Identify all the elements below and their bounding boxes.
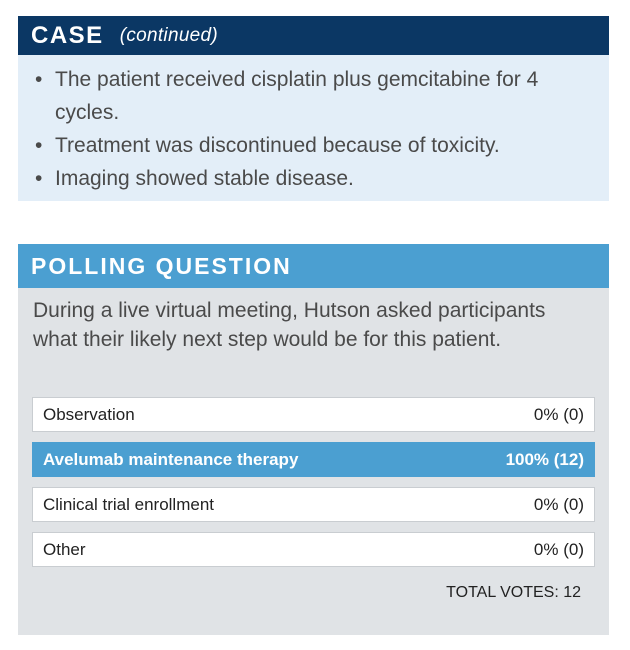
- poll-option-avelumab[interactable]: Avelumab maintenance therapy 100% (12): [32, 442, 595, 477]
- poll-option-result: 0% (0): [533, 494, 584, 514]
- case-panel: CASE (continued) • The patient received …: [18, 16, 609, 201]
- poll-option-other[interactable]: Other 0% (0): [32, 532, 595, 567]
- poll-option-result: 0% (0): [533, 539, 584, 559]
- poll-option-label: Clinical trial enrollment: [43, 494, 215, 514]
- polling-title: POLLING QUESTION: [31, 252, 292, 279]
- polling-header: POLLING QUESTION: [18, 244, 609, 288]
- case-bullet-item: • Imaging showed stable disease.: [33, 162, 615, 195]
- case-subtitle: (continued): [119, 24, 219, 46]
- poll-options: Observation 0% (0) Avelumab maintenance …: [32, 397, 595, 577]
- poll-option-clinical-trial[interactable]: Clinical trial enrollment 0% (0): [32, 487, 595, 522]
- poll-option-label: Observation: [43, 404, 135, 424]
- bullet-icon: •: [35, 167, 43, 190]
- case-bullet-list: • The patient received cisplatin plus ge…: [18, 55, 609, 195]
- polling-panel: POLLING QUESTION During a live virtual m…: [18, 244, 609, 635]
- bullet-icon: •: [35, 134, 43, 157]
- poll-option-result: 100% (12): [505, 449, 584, 469]
- poll-option-label: Avelumab maintenance therapy: [43, 449, 299, 469]
- case-bullet-text: Treatment was discontinued because of to…: [55, 134, 500, 157]
- poll-option-label: Other: [43, 539, 86, 559]
- polling-question: During a live virtual meeting, Hutson as…: [33, 299, 546, 351]
- case-header: CASE (continued): [18, 16, 609, 55]
- poll-option-observation[interactable]: Observation 0% (0): [32, 397, 595, 432]
- poll-option-result: 0% (0): [533, 404, 584, 424]
- case-bullet-item: • The patient received cisplatin plus ge…: [33, 63, 555, 129]
- case-bullet-text: The patient received cisplatin plus gemc…: [55, 68, 539, 124]
- bullet-icon: •: [35, 68, 43, 91]
- case-bullet-item: • Treatment was discontinued because of …: [33, 129, 615, 162]
- case-bullet-text: Imaging showed stable disease.: [55, 167, 354, 190]
- total-votes: TOTAL VOTES: 12: [446, 584, 581, 601]
- case-title: CASE: [31, 21, 104, 49]
